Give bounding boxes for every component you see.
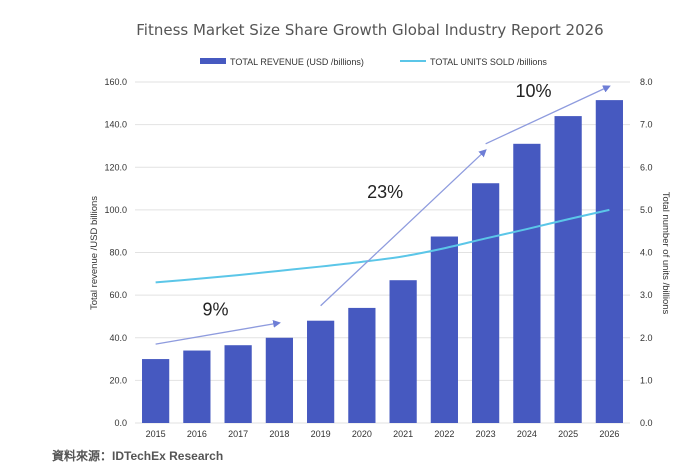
- y-tick-label-right: 2.0: [640, 333, 653, 343]
- legend-label-units: TOTAL UNITS SOLD /billions: [430, 57, 547, 67]
- source-note: 資料來源：IDTechEx Research: [52, 449, 224, 463]
- growth-arrow: [320, 149, 487, 307]
- x-axis-ticks: 2015 2016 2017 2018 2019 2020 2021 2022 2023 2024…: [146, 429, 620, 439]
- x-tick-label-2016: 2016: [187, 429, 207, 439]
- growth-annotations: 9% 23% 10%: [155, 81, 611, 345]
- growth-label: 9%: [202, 299, 228, 319]
- bar-2016: [183, 350, 211, 423]
- legend: TOTAL REVENUE (USD /billions) TOTAL UNIT…: [200, 57, 547, 67]
- y-tick-label-left: 0.0: [114, 418, 127, 428]
- right-axis-ticks: 0.0 1.0 2.0 3.0 4.0 5.0 6.0 7.0 8.0: [640, 77, 653, 428]
- y-tick-label-left: 60.0: [109, 290, 127, 300]
- x-tick-label-2022: 2022: [434, 429, 454, 439]
- y-tick-label-right: 7.0: [640, 120, 653, 130]
- bar-2019: [307, 320, 335, 423]
- y-tick-label-right: 1.0: [640, 375, 653, 385]
- growth-label: 23%: [367, 182, 403, 202]
- y-axis-title-left: Total revenue /USD billions: [89, 196, 100, 310]
- y-tick-label-left: 160.0: [104, 77, 127, 87]
- x-tick-label-2023: 2023: [476, 429, 496, 439]
- bar-2025: [554, 116, 582, 423]
- x-tick-label-2020: 2020: [352, 429, 372, 439]
- x-tick-label-2025: 2025: [558, 429, 578, 439]
- y-tick-label-right: 5.0: [640, 205, 653, 215]
- growth-arrow: [485, 85, 611, 145]
- y-tick-label-left: 120.0: [104, 162, 127, 172]
- growth-label: 10%: [515, 81, 551, 101]
- left-axis-ticks: 0.0 20.0 40.0 60.0 80.0 100.0 120.0 140.0 160.0: [104, 77, 127, 428]
- x-tick-label-2021: 2021: [393, 429, 413, 439]
- bar-2017: [224, 345, 252, 423]
- x-tick-label-2019: 2019: [311, 429, 331, 439]
- x-tick-label-2018: 2018: [269, 429, 289, 439]
- legend-swatch-revenue: [200, 58, 226, 64]
- y-tick-label-right: 3.0: [640, 290, 653, 300]
- y-tick-label-right: 0.0: [640, 418, 653, 428]
- bar-2024: [513, 143, 541, 423]
- bar-2020: [348, 307, 376, 423]
- y-tick-label-right: 6.0: [640, 162, 653, 172]
- bar-2015: [142, 359, 170, 423]
- x-tick-label-2024: 2024: [517, 429, 537, 439]
- units-sold-line: [155, 208, 610, 284]
- y-tick-label-right: 8.0: [640, 77, 653, 87]
- bar-2026: [595, 100, 623, 423]
- bar-2018: [265, 337, 293, 423]
- legend-label-revenue: TOTAL REVENUE (USD /billions): [230, 57, 364, 67]
- x-tick-label-2017: 2017: [228, 429, 248, 439]
- y-tick-label-right: 4.0: [640, 248, 653, 258]
- bar-2023: [472, 183, 500, 423]
- gridlines: [135, 81, 630, 424]
- y-axis-title-right: Total number of units /billions: [660, 192, 671, 315]
- y-tick-label-left: 140.0: [104, 120, 127, 130]
- revenue-bars: [142, 100, 623, 423]
- y-tick-label-left: 20.0: [109, 375, 127, 385]
- x-tick-label-2015: 2015: [146, 429, 166, 439]
- bar-2022: [430, 236, 458, 423]
- chart-title: Fitness Market Size Share Growth Global …: [136, 21, 603, 39]
- growth-arrow: [155, 320, 281, 345]
- units-line: [155, 208, 610, 284]
- bar-2021: [389, 280, 417, 423]
- y-tick-label-left: 80.0: [109, 248, 127, 258]
- y-tick-label-left: 100.0: [104, 205, 127, 215]
- y-tick-label-left: 40.0: [109, 333, 127, 343]
- x-tick-label-2026: 2026: [599, 429, 619, 439]
